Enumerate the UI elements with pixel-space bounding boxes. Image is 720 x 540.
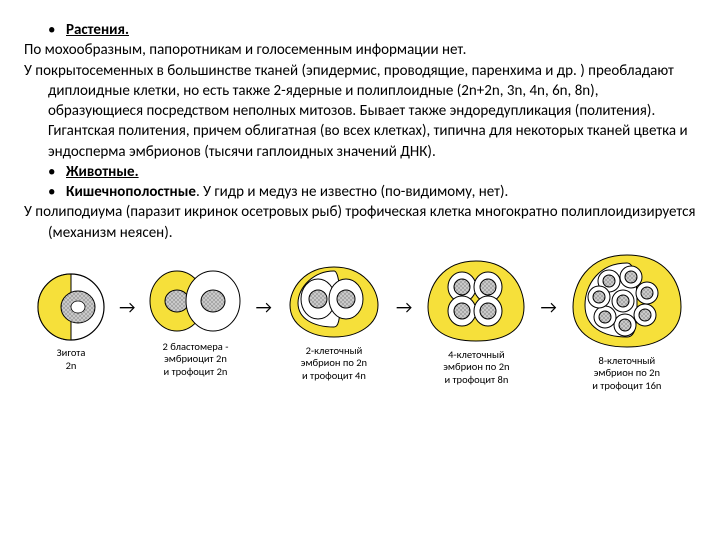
stage-emb8: 8-клеточный эмбрион по 2n и трофоцит 16n <box>569 251 685 393</box>
embryo-diagram: Зигота 2n → 2 бластомера - эмбриоцит 2n … <box>24 243 696 393</box>
heading-animals: Животные. <box>66 163 139 181</box>
caption-zygote: Зигота 2n <box>57 347 86 372</box>
cell-emb4-icon <box>424 257 528 345</box>
polypodium-paragraph: У полиподиума (паразит икринок осетровых… <box>24 202 696 243</box>
stage-emb2: 2-клеточный эмбрион по 2n и трофоцит 4n <box>284 261 384 383</box>
caption-emb4: 4-клеточный эмбрион по 2n и трофоцит 8n <box>443 349 509 387</box>
caption-emb8: 8-клеточный эмбрион по 2n и трофоцит 16n <box>592 355 661 393</box>
bullet-dot: • <box>48 182 66 202</box>
bullet-dot: • <box>48 20 66 40</box>
plants-paragraph-1: По мохообразным, папоротникам и голосеме… <box>24 40 696 60</box>
bullet-animals: • Животные. <box>24 162 696 182</box>
heading-cnidaria: Кишечнополостные <box>66 183 196 201</box>
bullet-cnidaria: • Кишечнополостные. У гидр и медуз не из… <box>24 182 696 202</box>
cell-blast2-icon <box>147 265 243 337</box>
cell-zygote-icon <box>35 271 107 343</box>
heading-plants: Растения. <box>66 21 129 39</box>
cell-emb2-icon <box>284 261 384 341</box>
bullet-plants: • Растения. <box>24 20 696 40</box>
plants-paragraph-2: У покрытосеменных в большинстве тканей (… <box>24 61 696 162</box>
stage-zygote: Зигота 2n <box>35 271 107 372</box>
arrow-icon: → <box>394 296 414 318</box>
stage-blast2: 2 бластомера - эмбриоцит 2n и трофоцит 2… <box>147 265 243 379</box>
cell-emb8-icon <box>569 251 685 351</box>
caption-emb2: 2-клеточный эмбрион по 2n и трофоцит 4n <box>301 345 367 383</box>
cnidaria-text: . У гидр и медуз не известно (по-видимом… <box>196 183 508 201</box>
arrow-icon: → <box>538 296 558 318</box>
slide: • Растения. По мохообразным, папоротника… <box>0 0 720 403</box>
bullet-dot: • <box>48 162 66 182</box>
text-block: • Растения. По мохообразным, папоротника… <box>24 20 696 243</box>
arrow-icon: → <box>117 296 137 318</box>
caption-blast2: 2 бластомера - эмбриоцит 2n и трофоцит 2… <box>163 341 229 379</box>
stage-emb4: 4-клеточный эмбрион по 2n и трофоцит 8n <box>424 257 528 387</box>
arrow-icon: → <box>254 296 274 318</box>
